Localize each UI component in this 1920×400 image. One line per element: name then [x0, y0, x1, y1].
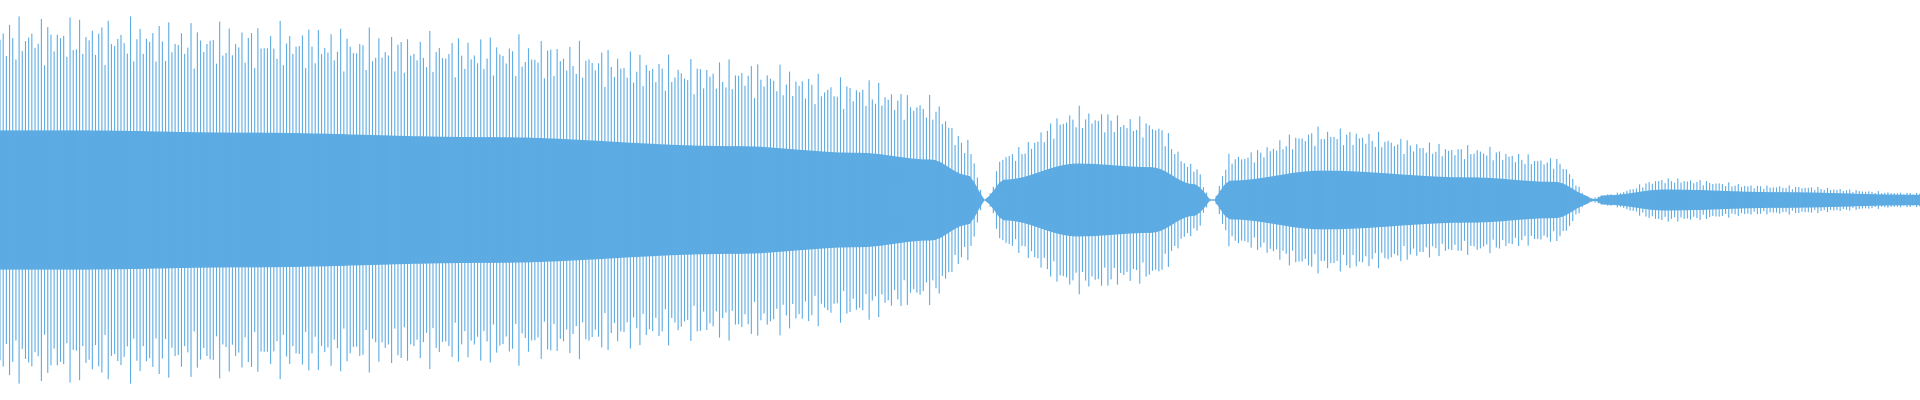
waveform-peaks — [0, 16, 1920, 384]
waveform-core — [0, 130, 1920, 270]
